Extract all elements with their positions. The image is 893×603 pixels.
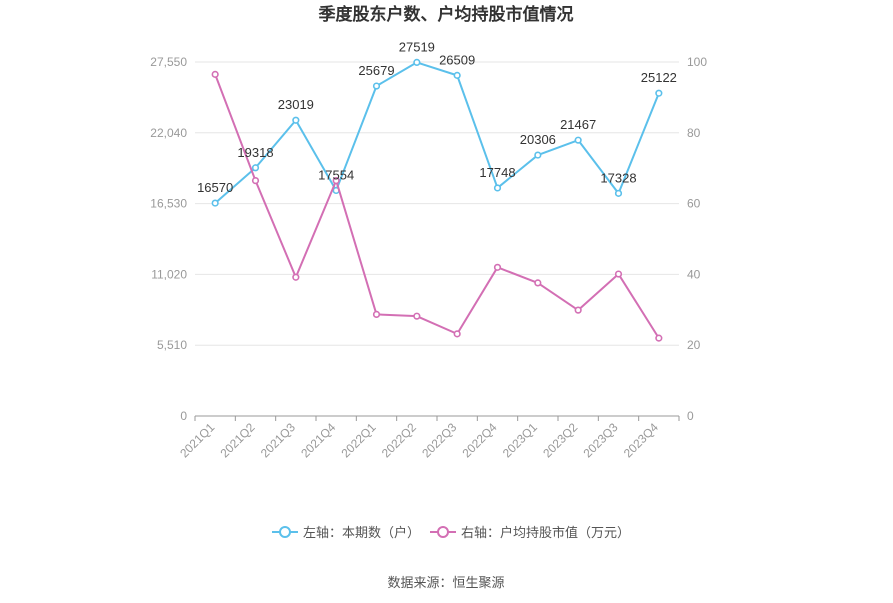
series-point-2 — [453, 330, 461, 338]
series-point-1 — [211, 199, 219, 207]
series-point-1 — [372, 82, 381, 90]
x-tick-label: 2021Q1 — [177, 420, 217, 460]
legend-label: 右轴：户均持股市值（万元） — [461, 525, 630, 540]
data-label: 21467 — [560, 117, 596, 132]
x-tick-label: 2021Q3 — [258, 420, 298, 460]
series-point-2 — [614, 270, 623, 278]
data-label: 17554 — [318, 167, 354, 182]
legend-item-1[interactable]: 左轴：本期数（户） — [272, 525, 420, 540]
y-right-tick-label: 20 — [687, 338, 701, 352]
x-tick-label: 2022Q4 — [460, 420, 500, 460]
chart-title: 季度股东户数、户均持股市值情况 — [319, 4, 574, 24]
y-right-tick-label: 0 — [687, 409, 694, 423]
axis-layer: 0 5,510 11,020 16,530 22,040 27,550 0 20 40 60 80 1… — [150, 55, 707, 460]
series-point-1 — [413, 58, 421, 66]
x-tick-label: 2021Q4 — [298, 420, 338, 460]
data-label: 25122 — [641, 70, 677, 85]
series-point-1 — [534, 151, 542, 159]
series-point-2 — [332, 176, 340, 185]
series-point-1 — [493, 184, 502, 192]
x-tick-label: 2023Q3 — [581, 420, 621, 460]
y-right-tick-label: 100 — [687, 55, 707, 69]
data-label: 17328 — [600, 170, 636, 185]
series-point-1 — [251, 164, 260, 172]
y-left-tick-label: 11,020 — [151, 267, 187, 281]
legend-marker — [437, 526, 449, 538]
series-line-1 — [214, 61, 660, 204]
series-point-1 — [655, 89, 663, 97]
y-left-tick-label: 5,510 — [157, 338, 187, 352]
y-right-tick-label: 60 — [687, 197, 701, 211]
legend-label: 左轴：本期数（户） — [303, 525, 420, 540]
x-tick-label: 2023Q1 — [500, 420, 540, 460]
data-label: 16570 — [197, 180, 233, 195]
x-tick-label: 2022Q1 — [339, 420, 379, 460]
data-label: 25679 — [358, 63, 394, 78]
data-label: 20306 — [520, 132, 556, 147]
x-tick-label: 2023Q2 — [540, 420, 580, 460]
x-tick-label: 2023Q4 — [621, 420, 661, 460]
data-label: 17748 — [479, 165, 515, 180]
series-point-1 — [574, 136, 582, 144]
y-left-tick-label: 0 — [180, 409, 187, 423]
y-left-tick-label: 27,550 — [150, 55, 187, 69]
series-point-1 — [292, 116, 300, 124]
series-point-2 — [292, 273, 300, 281]
legend[interactable]: 左轴：本期数（户） 右轴：户均持股市值（万元） — [272, 525, 630, 540]
y-right-tick-label: 80 — [687, 126, 701, 140]
x-tick-label: 2022Q3 — [419, 420, 459, 460]
x-tick-label: 2021Q2 — [218, 420, 258, 460]
series-point-2 — [413, 312, 421, 320]
series-point-2 — [251, 176, 260, 185]
series-line-2 — [214, 74, 660, 339]
y-right-tick-label: 40 — [687, 267, 701, 281]
grid-layer — [195, 61, 679, 346]
legend-marker — [279, 526, 291, 538]
series-point-2 — [372, 310, 381, 319]
y-left-tick-label: 22,040 — [150, 126, 187, 140]
series-point-2 — [493, 263, 502, 271]
series-point-1 — [453, 71, 461, 79]
x-tick-label: 2022Q2 — [379, 420, 419, 460]
data-label-layer: 16570 19318 23019 17554 25679 27519 26509 17748… — [197, 39, 677, 195]
data-label: 23019 — [278, 97, 314, 112]
series-point-2 — [655, 334, 663, 342]
data-label: 19318 — [237, 145, 273, 160]
series-layer — [211, 58, 663, 342]
series-point-2 — [574, 306, 582, 314]
legend-item-2[interactable]: 右轴：户均持股市值（万元） — [430, 525, 630, 540]
data-label: 26509 — [439, 52, 475, 67]
data-label: 27519 — [399, 39, 435, 54]
data-source: 数据来源：恒生聚源 — [387, 575, 504, 590]
series-point-2 — [211, 70, 219, 78]
series-point-1 — [614, 189, 623, 197]
series-point-2 — [534, 279, 542, 287]
y-left-tick-label: 16,530 — [150, 197, 187, 211]
